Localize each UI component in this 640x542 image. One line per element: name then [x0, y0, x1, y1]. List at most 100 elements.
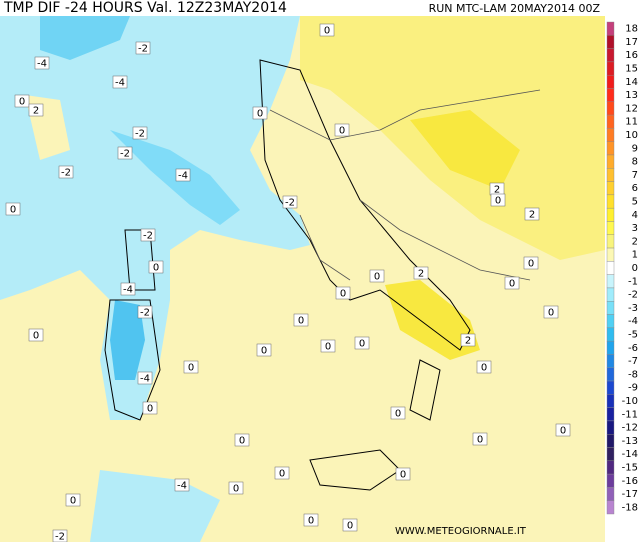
map-label: 0: [261, 346, 267, 357]
legend-label: -1: [628, 276, 638, 287]
map-label: 0: [239, 436, 245, 447]
legend-swatch: [606, 287, 615, 302]
coastline: [104, 59, 471, 491]
label-box: [524, 207, 540, 221]
legend-label: -13: [622, 436, 638, 447]
label-box: [303, 513, 319, 527]
map-label: 0: [233, 484, 239, 495]
legend-swatch: [606, 447, 615, 462]
map-label: 0: [70, 496, 76, 507]
map-label: -2: [143, 231, 153, 242]
legend-label: 1: [632, 250, 638, 261]
map-label: -2: [61, 168, 71, 179]
legend-label: -10: [622, 396, 638, 407]
map-label: 0: [325, 342, 331, 353]
label-box: [28, 328, 44, 342]
map-label: 2: [33, 106, 39, 117]
map-label: -2: [135, 129, 145, 140]
legend-label: 11: [625, 117, 638, 128]
label-box: [504, 276, 520, 290]
map-label: 0: [147, 404, 153, 415]
label-box: [335, 286, 351, 300]
legend-label: -2: [628, 290, 638, 301]
label-box: [174, 478, 190, 492]
map-label: 0: [528, 259, 534, 270]
legend-label: -6: [628, 343, 638, 354]
legend-swatch: [606, 407, 615, 422]
map-label: -2: [285, 198, 295, 209]
legend-label: -5: [628, 329, 638, 340]
legend-swatch: [606, 74, 615, 89]
label-box: [293, 313, 309, 327]
label-box: [52, 529, 68, 542]
map-label: -4: [178, 171, 188, 182]
legend-swatch: [606, 394, 615, 408]
label-box: [142, 401, 158, 415]
map-label: 0: [509, 279, 515, 290]
legend-swatch: [606, 88, 615, 102]
legend-swatch: [606, 367, 615, 382]
border: [269, 89, 541, 281]
label-box: [555, 423, 571, 437]
cool-core: [110, 300, 145, 380]
map-label: 0: [298, 316, 304, 327]
legend-label: 5: [632, 197, 638, 208]
legend-swatch: [606, 340, 615, 355]
legend-label: -12: [622, 423, 638, 434]
legend-swatch: [606, 181, 615, 196]
legend-swatch: [606, 434, 615, 448]
map-label: 0: [279, 469, 285, 480]
map-label: -4: [123, 285, 133, 296]
legend-label: 13: [625, 90, 638, 101]
label-box: [234, 433, 250, 447]
map-label: -2: [140, 308, 150, 319]
legend-label: 2: [632, 236, 638, 247]
legend-swatch: [606, 327, 615, 342]
cool-core: [40, 16, 130, 60]
label-box: [117, 146, 133, 160]
legend-label: 18: [625, 24, 638, 35]
label-box: [319, 23, 335, 37]
legend-label: 15: [625, 64, 638, 75]
label-box: [256, 343, 272, 357]
legend-label: -11: [622, 409, 638, 420]
legend-swatch: [606, 314, 615, 329]
map-label: 0: [400, 470, 406, 481]
legend-swatch: [606, 48, 615, 63]
label-box: [523, 256, 539, 270]
legend-label: 9: [632, 143, 638, 154]
label-box: [120, 282, 136, 296]
map-label: 0: [10, 205, 16, 216]
legend-swatch: [606, 380, 615, 395]
label-box: [65, 493, 81, 507]
map-label: 0: [33, 331, 39, 342]
header-bar: [0, 0, 640, 16]
legend-label: 6: [632, 183, 638, 194]
legend-swatch: [606, 35, 615, 49]
legend-label: 10: [625, 130, 638, 141]
label-box: [148, 260, 164, 274]
legend-label: 0: [632, 263, 638, 274]
map-label: -2: [55, 532, 65, 542]
legend-swatch: [606, 61, 615, 76]
label-box: [228, 481, 244, 495]
map-label: 2: [494, 185, 500, 196]
label-box: [137, 371, 153, 385]
map-label: 2: [465, 336, 471, 347]
label-box: [132, 126, 148, 140]
legend-swatch: [606, 154, 615, 169]
map-label: 0: [359, 339, 365, 350]
label-box: [183, 360, 199, 374]
map-label: 0: [257, 109, 263, 120]
cool-core: [110, 130, 240, 225]
label-box: [476, 360, 492, 374]
legend-swatch: [606, 21, 615, 36]
label-box: [175, 168, 191, 182]
label-box: [135, 41, 151, 55]
legend-label: 12: [625, 103, 638, 114]
cool-area: [0, 16, 310, 420]
footer: WWW.METEOGIORNALE.IT: [395, 526, 527, 537]
legend-swatch: [606, 168, 615, 182]
map-label: 0: [153, 263, 159, 274]
